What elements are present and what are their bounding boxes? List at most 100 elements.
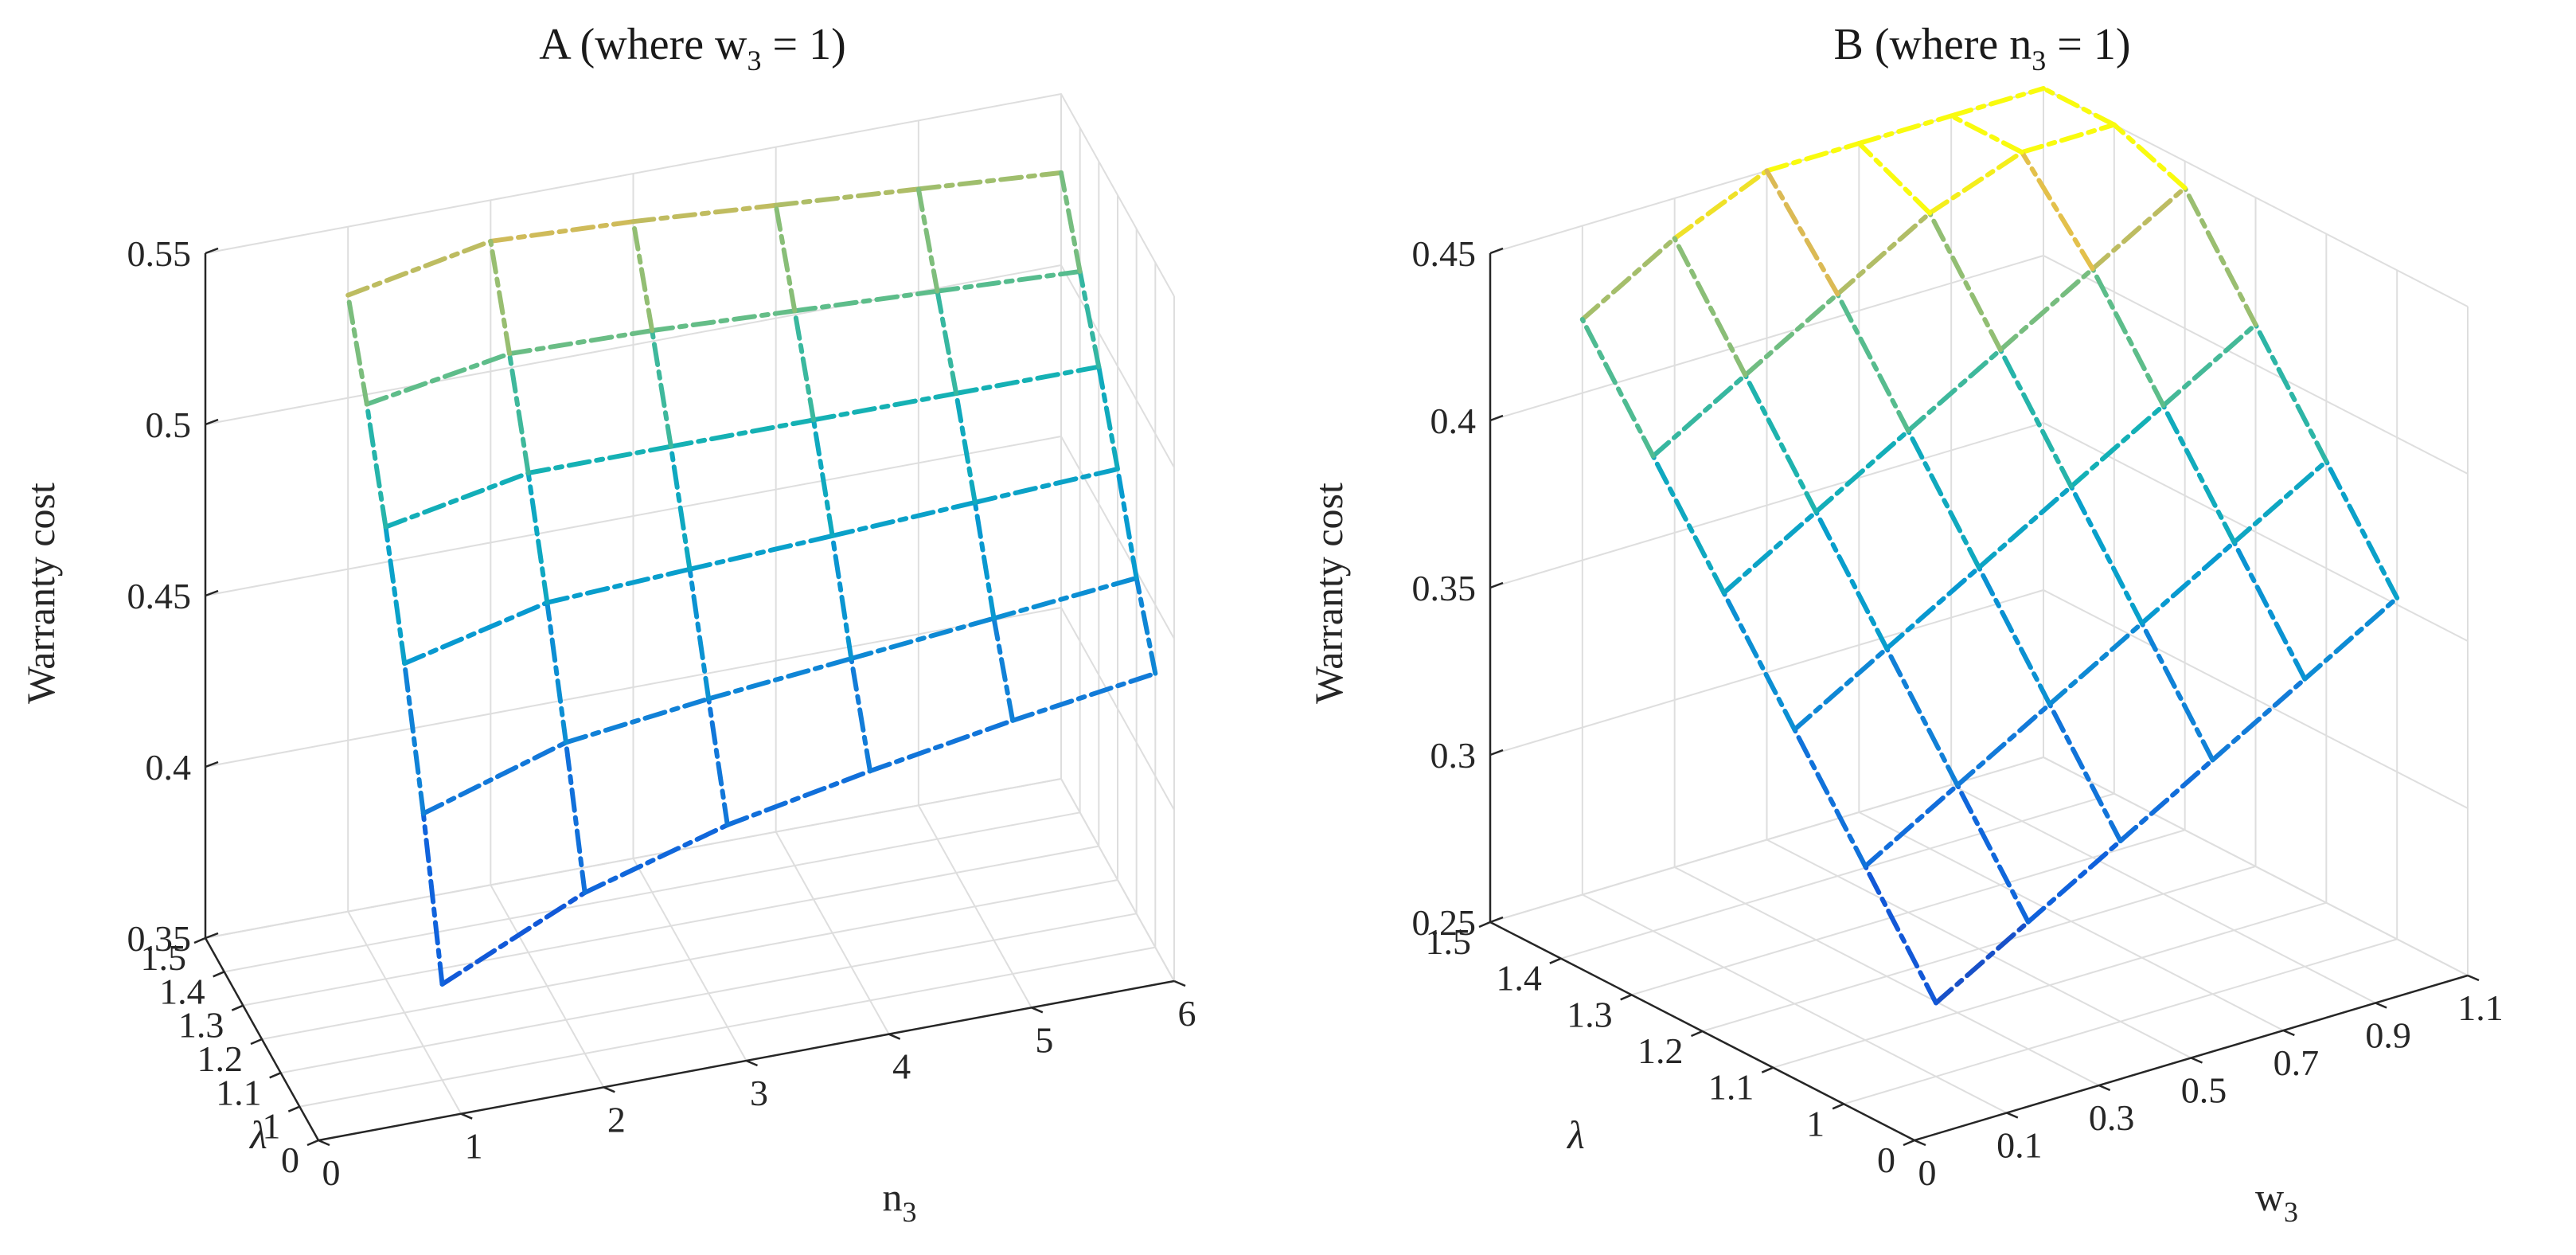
surface-edge xyxy=(2182,185,2258,327)
gridline-x xyxy=(775,147,890,1035)
surface-edge xyxy=(630,219,655,334)
surface-edge xyxy=(488,238,512,357)
surface-edge xyxy=(915,170,1064,192)
panel-a-grid xyxy=(205,92,1175,1141)
gridline-z xyxy=(1489,254,2469,475)
surface-edge xyxy=(564,696,712,745)
panel-a-axes: 0.550.50.450.40.351.51.41.31.21.110 01234… xyxy=(127,233,1196,1193)
surface-edge xyxy=(829,533,854,661)
y-tick-label: 1 xyxy=(262,1106,280,1147)
gridline-x xyxy=(917,120,1032,1008)
x-tick xyxy=(2375,1002,2387,1009)
surface-edge xyxy=(1077,268,1102,369)
surface-edge xyxy=(582,822,730,895)
x-tick xyxy=(1173,979,1186,987)
surface-edge xyxy=(1010,671,1158,723)
x-tick-label: 0.3 xyxy=(2089,1097,2135,1138)
y-tick-label: 0 xyxy=(281,1140,299,1180)
surface-edge xyxy=(868,717,1016,774)
surface-edge xyxy=(364,351,512,407)
surface-edge xyxy=(2160,403,2237,545)
panel-b-z-axis-label: Warranty cost xyxy=(1306,483,1351,704)
surface-edge xyxy=(668,444,693,572)
surface-edge xyxy=(915,186,940,294)
surface-edge xyxy=(724,768,872,827)
surface-edge xyxy=(935,288,959,396)
surface-edge xyxy=(954,391,978,505)
surface-edge xyxy=(972,467,1120,505)
surface-edge xyxy=(507,351,531,475)
surface-edge xyxy=(1927,210,2003,353)
surface-edge xyxy=(1813,428,1911,514)
panel-a: 0.550.50.450.40.351.51.41.31.21.110 01234… xyxy=(18,20,1196,1228)
gridline-z xyxy=(1489,421,2469,642)
surface-edge xyxy=(1863,783,1960,869)
surface-edge xyxy=(1949,113,2024,155)
surface-edge xyxy=(402,661,426,816)
surface-edge xyxy=(1934,919,2031,1006)
y-tick xyxy=(1691,1030,1703,1038)
surface-edge xyxy=(402,600,550,667)
gridline-z xyxy=(205,92,1175,297)
surface-edge xyxy=(811,417,835,538)
x-tick-label: 1.1 xyxy=(2457,987,2504,1028)
surface-edge xyxy=(345,292,369,407)
y-tick xyxy=(1478,921,1491,929)
surface-edge xyxy=(1792,646,1890,733)
surface-edge xyxy=(935,268,1083,294)
gridline-z xyxy=(1489,756,2469,976)
z-tick xyxy=(1489,581,1504,589)
x-tick-label: 0 xyxy=(1918,1152,1937,1193)
panel-b-y-axis-label: λ xyxy=(1566,1112,1585,1157)
x-tick-label: 0 xyxy=(322,1152,341,1193)
y-tick xyxy=(250,1038,263,1046)
surface-edge xyxy=(829,499,978,538)
surface-edge xyxy=(1998,347,2074,489)
x-tick-label: 0.7 xyxy=(2274,1042,2320,1083)
z-tick-label: 0.55 xyxy=(127,233,192,274)
gridline-y xyxy=(299,262,1157,1108)
y-tick-label: 1.1 xyxy=(1708,1067,1754,1108)
surface-edge xyxy=(650,308,798,334)
surface-edge xyxy=(2160,322,2258,409)
surface-edge xyxy=(630,202,779,225)
panel-a-title: A (where w3 = 1) xyxy=(539,20,845,76)
surface-edge xyxy=(1955,783,2031,925)
surface-edge xyxy=(507,328,655,357)
surface-edge xyxy=(1115,467,1139,581)
surface-edge xyxy=(2231,539,2308,682)
x-tick xyxy=(1914,1139,1926,1147)
surface-edge xyxy=(1835,210,1933,297)
surface-edge xyxy=(383,524,408,667)
x-tick xyxy=(2006,1112,2019,1119)
y-tick xyxy=(287,1105,300,1112)
z-tick xyxy=(1489,749,1504,757)
y-tick xyxy=(269,1072,282,1079)
y-tick xyxy=(1761,1066,1774,1073)
x-tick-label: 0.1 xyxy=(1996,1125,2043,1166)
surface-edge xyxy=(1764,141,1862,174)
x-tick-label: 3 xyxy=(750,1073,768,1113)
gridline-y xyxy=(280,229,1138,1074)
y-tick xyxy=(1903,1139,1915,1147)
y-tick xyxy=(1620,994,1633,1001)
z-tick-label: 0.35 xyxy=(1412,568,1477,608)
x-tick-label: 6 xyxy=(1178,993,1196,1034)
gridline-z xyxy=(205,777,1175,982)
y-tick-label: 1.1 xyxy=(216,1072,262,1112)
x-tick-label: 1 xyxy=(465,1126,483,1167)
x-tick-label: 2 xyxy=(607,1099,626,1140)
surface-edge xyxy=(1650,453,1727,596)
x-tick xyxy=(318,1139,330,1147)
panel-a-x-axis-label: n3 xyxy=(883,1175,917,1228)
surface-edge xyxy=(1927,150,2024,216)
gridline-x xyxy=(1489,253,1915,1141)
y-tick xyxy=(306,1139,319,1147)
x-tick xyxy=(2467,974,2480,982)
surface-edge xyxy=(2231,459,2329,545)
surface-edge xyxy=(2324,459,2400,600)
y-tick-label: 1.4 xyxy=(159,971,205,1011)
surface-edge xyxy=(2047,620,2145,707)
z-tick-label: 0.5 xyxy=(146,405,192,445)
